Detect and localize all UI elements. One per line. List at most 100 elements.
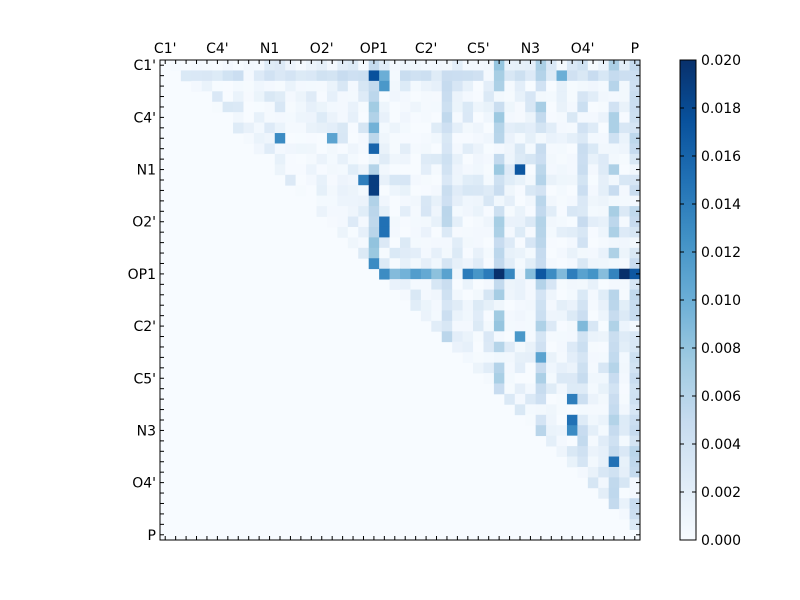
heatmap-cell <box>566 185 578 197</box>
heatmap-cell <box>389 60 401 71</box>
heatmap-cell <box>587 310 599 322</box>
heatmap-cell <box>222 91 234 103</box>
heatmap-cell <box>546 133 557 144</box>
heatmap-cell <box>619 487 630 499</box>
heatmap-cell <box>493 80 505 92</box>
heatmap-cell <box>462 101 474 113</box>
heatmap-cell <box>347 143 359 155</box>
heatmap-cell <box>566 341 578 353</box>
heatmap-cell <box>514 289 526 301</box>
heatmap-cell <box>441 258 453 270</box>
heatmap-cell <box>608 477 620 489</box>
heatmap-cell <box>577 393 589 405</box>
heatmap-cell <box>598 289 610 301</box>
heatmap-cell <box>473 91 484 103</box>
heatmap-cell <box>525 383 537 395</box>
heatmap-cell <box>493 341 505 353</box>
heatmap-cell <box>306 60 317 71</box>
heatmap-cell <box>483 289 495 301</box>
y-tick-label: O2' <box>132 215 156 231</box>
colorbar-tick-label: 0.020 <box>701 53 741 69</box>
heatmap-cell <box>337 91 349 103</box>
heatmap-cell <box>462 70 474 82</box>
heatmap-cell <box>577 206 589 217</box>
heatmap-cell <box>233 112 244 123</box>
heatmap-cell <box>598 425 610 437</box>
heatmap-cell <box>619 195 630 207</box>
heatmap-cell <box>493 185 505 197</box>
heatmap-cell <box>431 112 443 123</box>
heatmap-cell <box>598 414 610 426</box>
heatmap-cell <box>389 153 401 165</box>
heatmap-cell <box>619 320 630 332</box>
heatmap-cell <box>337 133 349 144</box>
heatmap-cell <box>441 216 453 228</box>
colorbar-tick-label: 0.008 <box>701 341 741 357</box>
heatmap-cell <box>452 80 463 92</box>
heatmap-cell <box>504 310 516 322</box>
heatmap-cell <box>629 320 641 332</box>
heatmap-cell <box>253 80 265 92</box>
heatmap-cell <box>504 133 516 144</box>
heatmap-cell <box>493 258 505 270</box>
heatmap-cell <box>420 101 432 113</box>
heatmap-cell <box>212 70 223 82</box>
heatmap-cell <box>598 112 610 123</box>
heatmap-cell <box>619 289 630 301</box>
heatmap-cell <box>483 70 495 82</box>
heatmap-cell <box>598 487 610 499</box>
heatmap-cell <box>410 112 422 123</box>
heatmap-cell <box>587 362 599 374</box>
heatmap-cell <box>253 133 265 144</box>
heatmap-cell <box>431 237 443 249</box>
heatmap-cell <box>525 310 537 322</box>
heatmap-cell <box>379 206 390 217</box>
heatmap-cell <box>389 226 401 238</box>
colorbar-tick-label: 0.010 <box>701 293 741 309</box>
heatmap-cell <box>483 206 495 217</box>
heatmap-cell <box>285 164 297 176</box>
heatmap-cell <box>619 185 630 197</box>
heatmap-cell <box>629 258 641 270</box>
heatmap-cell <box>347 122 359 134</box>
heatmap-cell <box>326 91 338 103</box>
heatmap-cell <box>243 70 255 82</box>
heatmap-cell <box>483 216 495 228</box>
heatmap-cell <box>441 60 453 71</box>
heatmap-cell <box>285 112 297 123</box>
heatmap-cell <box>316 122 328 134</box>
heatmap-cell <box>347 164 359 176</box>
heatmap-cell <box>629 425 641 437</box>
heatmap-cell <box>535 341 547 353</box>
heatmap-cell <box>629 112 641 123</box>
heatmap-cell <box>514 362 526 374</box>
x-tick-label: O2' <box>310 41 334 57</box>
heatmap-cell <box>608 446 620 457</box>
heatmap-cell <box>587 268 599 280</box>
heatmap-cell <box>556 247 568 259</box>
heatmap-cell <box>483 352 495 363</box>
heatmap-cell <box>389 122 401 134</box>
heatmap-cell <box>587 435 599 447</box>
heatmap-cell <box>431 247 443 259</box>
heatmap-cell <box>535 216 547 228</box>
heatmap-cell <box>566 383 578 395</box>
heatmap-cell <box>514 352 526 363</box>
heatmap-cell <box>389 279 401 290</box>
heatmap-cell <box>514 133 526 144</box>
heatmap-cell <box>441 91 453 103</box>
heatmap-cell <box>619 216 630 228</box>
heatmap-cell <box>462 320 474 332</box>
heatmap-cell <box>233 80 244 92</box>
heatmap-cell <box>535 91 547 103</box>
heatmap-cell <box>566 393 578 405</box>
heatmap-cell <box>525 143 537 155</box>
heatmap-cell <box>264 153 276 165</box>
heatmap-cell <box>462 60 474 71</box>
heatmap-cell <box>389 91 401 103</box>
heatmap-cell <box>577 258 589 270</box>
heatmap-cell <box>566 352 578 363</box>
heatmap-cell <box>587 206 599 217</box>
heatmap-cell <box>473 70 484 82</box>
heatmap-cell <box>462 279 474 290</box>
